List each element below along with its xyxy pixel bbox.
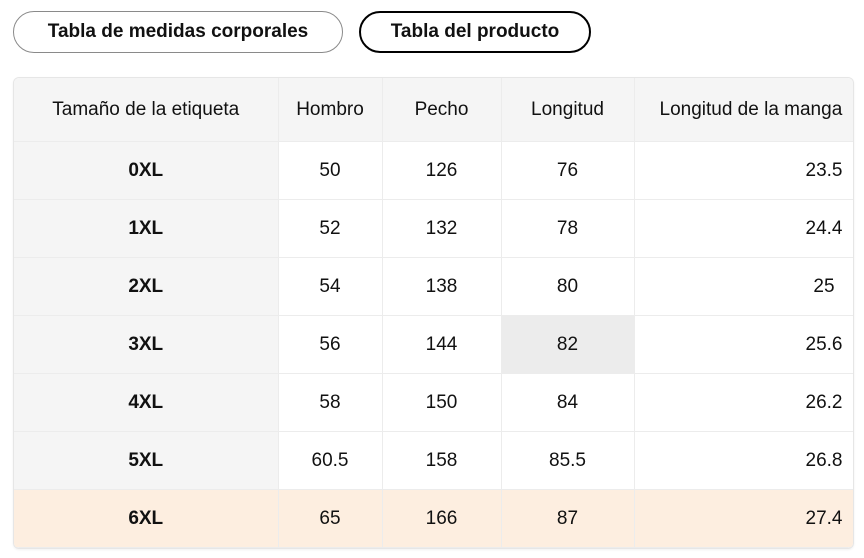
cell-size: 5XL xyxy=(14,431,279,490)
cell-shoulder: 54 xyxy=(278,257,383,316)
cell-size: 0XL xyxy=(14,141,279,200)
cell-shoulder: 52 xyxy=(278,199,383,258)
cell-size: 1XL xyxy=(14,199,279,258)
size-table: Tamaño de la etiqueta Hombro Pecho Longi… xyxy=(14,78,853,548)
cell-sleeve-length: 25.6 xyxy=(634,315,853,374)
cell-chest: 158 xyxy=(382,431,502,490)
cell-length: 84 xyxy=(501,373,635,432)
header-chest: Pecho xyxy=(382,78,502,142)
cell-sleeve-length: 26.2 xyxy=(634,373,853,432)
cell-chest: 166 xyxy=(382,489,502,548)
table-row: 1XL 52 132 78 24.4 xyxy=(14,199,853,258)
cell-length: 78 xyxy=(501,199,635,258)
cell-length: 85.5 xyxy=(501,431,635,490)
table-row: 5XL 60.5 158 85.5 26.8 xyxy=(14,431,853,490)
tab-product-chart[interactable]: Tabla del producto xyxy=(359,11,591,53)
cell-sleeve-length: 26.8 xyxy=(634,431,853,490)
cell-chest: 138 xyxy=(382,257,502,316)
cell-shoulder: 58 xyxy=(278,373,383,432)
table-row: 2XL 54 138 80 25 xyxy=(14,257,853,316)
cell-length: 82 xyxy=(501,315,635,374)
header-sleeve-length: Longitud de la manga xyxy=(634,78,853,142)
table-row: 0XL 50 126 76 23.5 xyxy=(14,141,853,200)
cell-shoulder: 50 xyxy=(278,141,383,200)
cell-sleeve-length: 25 xyxy=(634,257,853,316)
cell-size: 2XL xyxy=(14,257,279,316)
cell-length: 87 xyxy=(501,489,635,548)
table-header-row: Tamaño de la etiqueta Hombro Pecho Longi… xyxy=(14,78,853,142)
cell-shoulder: 65 xyxy=(278,489,383,548)
header-size-label: Tamaño de la etiqueta xyxy=(14,78,279,142)
cell-sleeve-length: 24.4 xyxy=(634,199,853,258)
cell-chest: 126 xyxy=(382,141,502,200)
cell-shoulder: 56 xyxy=(278,315,383,374)
table-row: 4XL 58 150 84 26.2 xyxy=(14,373,853,432)
cell-shoulder: 60.5 xyxy=(278,431,383,490)
cell-size: 6XL xyxy=(14,489,279,548)
cell-length: 80 xyxy=(501,257,635,316)
cell-sleeve-length: 27.4 xyxy=(634,489,853,548)
table-row: 6XL 65 166 87 27.4 xyxy=(14,489,853,548)
header-length: Longitud xyxy=(501,78,635,142)
cell-size: 4XL xyxy=(14,373,279,432)
cell-chest: 132 xyxy=(382,199,502,258)
cell-size: 3XL xyxy=(14,315,279,374)
cell-chest: 144 xyxy=(382,315,502,374)
cell-chest: 150 xyxy=(382,373,502,432)
table-row: 3XL 56 144 82 25.6 xyxy=(14,315,853,374)
header-shoulder: Hombro xyxy=(278,78,383,142)
tab-body-measurements[interactable]: Tabla de medidas corporales xyxy=(13,11,343,53)
cell-length: 76 xyxy=(501,141,635,200)
cell-sleeve-length: 23.5 xyxy=(634,141,853,200)
size-table-scroll[interactable]: Tamaño de la etiqueta Hombro Pecho Longi… xyxy=(13,77,854,549)
